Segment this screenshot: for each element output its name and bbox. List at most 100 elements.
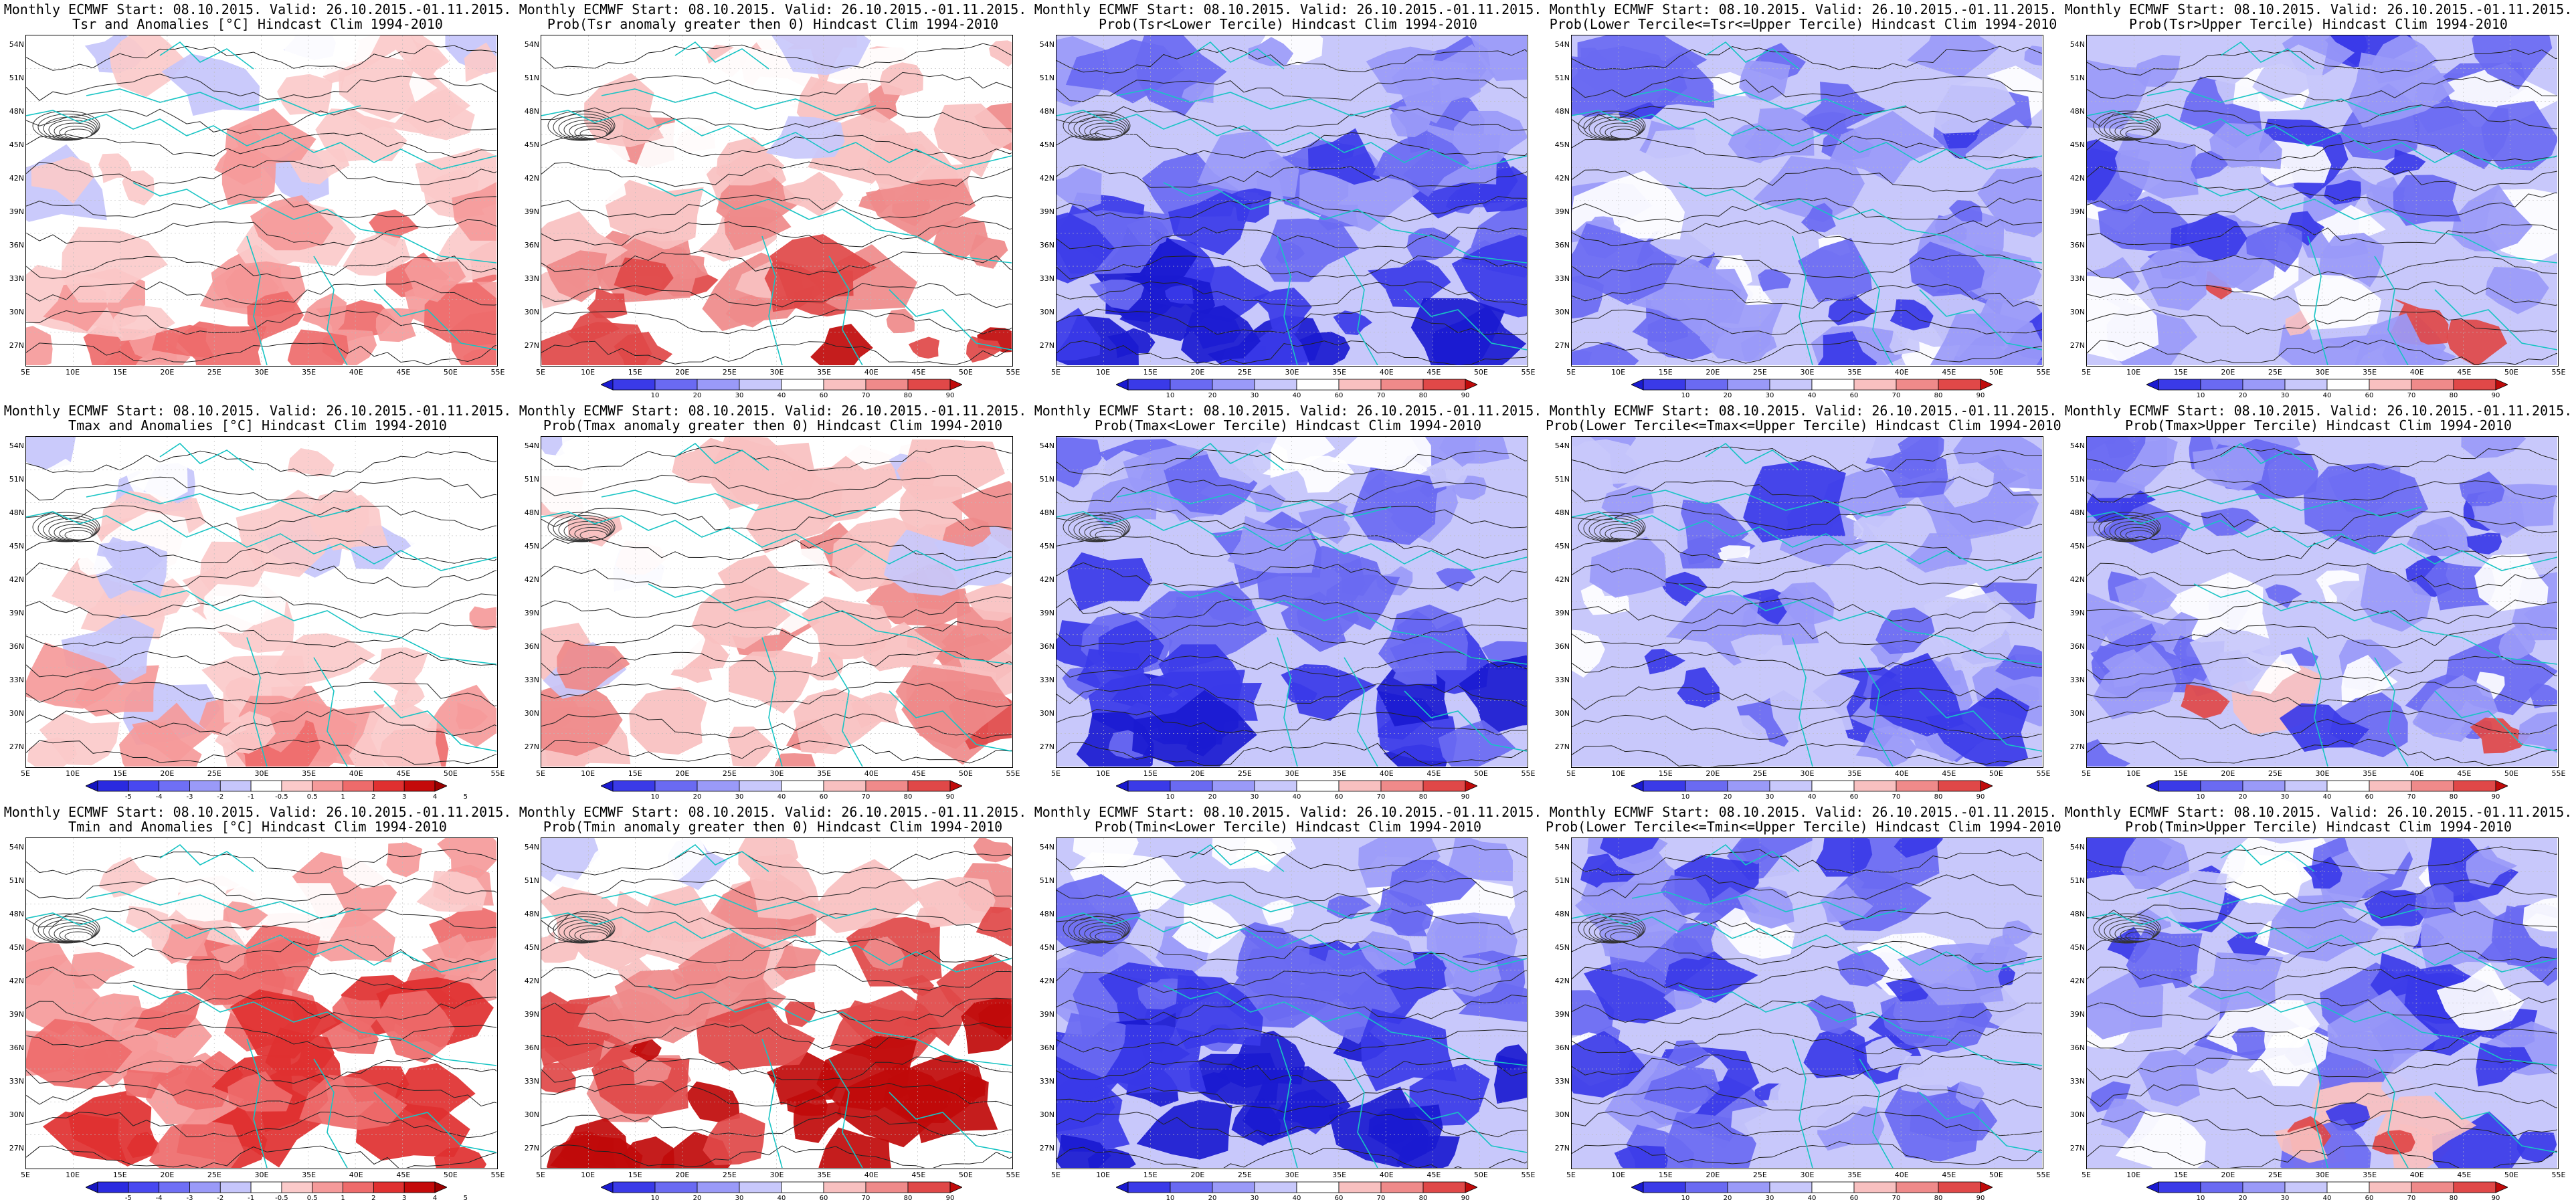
colorbar-label: 80 xyxy=(2449,392,2458,399)
colorbar: 10 20 30 40 60 70 80 90 xyxy=(2146,1181,2508,1203)
lon-tick-label: 5E xyxy=(1566,1171,1576,1179)
colorbar-label: 10 xyxy=(2196,392,2205,399)
lat-tick-label: 39N xyxy=(1554,609,1570,617)
colorbar-label: 60 xyxy=(2365,793,2374,801)
lat-tick-label: 54N xyxy=(9,40,24,49)
colorbar-label: 4 xyxy=(432,1195,438,1202)
lat-tick-label: 33N xyxy=(2069,1077,2085,1086)
lat-tick-label: 42N xyxy=(524,174,539,183)
lon-tick-label: 40E xyxy=(2409,368,2424,377)
colorbar-label: 2 xyxy=(371,1195,376,1202)
lon-tick-label: 40E xyxy=(1379,1171,1394,1179)
colorbar-label: 40 xyxy=(1807,392,1817,399)
colorbar-label: 60 xyxy=(1334,1195,1344,1202)
lat-tick-label: 30N xyxy=(524,709,539,718)
lat-tick-label: 39N xyxy=(1554,1010,1570,1019)
colorbar-label: 3 xyxy=(401,1195,407,1202)
lon-tick-label: 15E xyxy=(1658,368,1673,377)
colorbar: 10 20 30 40 60 70 80 90 xyxy=(1631,379,1993,400)
lat-tick-label: 27N xyxy=(2069,341,2085,350)
lat-tick-label: 51N xyxy=(1039,475,1054,484)
colorbar-label: 60 xyxy=(819,1195,828,1202)
colorbar-label: 80 xyxy=(1934,793,1943,801)
map-field-svg xyxy=(1056,437,1527,767)
colorbar-label: 30 xyxy=(735,392,744,399)
lat-tick-label: 54N xyxy=(2069,843,2085,851)
colorbar-label: 90 xyxy=(945,793,955,801)
lat-tick-label: 36N xyxy=(1554,241,1570,249)
colorbar-label: 70 xyxy=(861,1195,870,1202)
colorbar-label: 30 xyxy=(2280,1195,2290,1202)
lat-tick-label: 45N xyxy=(524,943,539,952)
lon-tick-label: 50E xyxy=(1473,769,1488,778)
lon-tick-label: 50E xyxy=(2504,368,2518,377)
panel-title-run: Monthly ECMWF Start: 08.10.2015. Valid: … xyxy=(2064,403,2573,419)
map-plot-area xyxy=(2086,837,2559,1169)
lon-tick-label: 30E xyxy=(254,368,269,377)
lat-tick-label: 48N xyxy=(1554,910,1570,918)
lat-tick-label: 45N xyxy=(1554,542,1570,550)
lon-tick-label: 40E xyxy=(864,769,879,778)
map-plot-area xyxy=(1056,837,1528,1169)
colorbar-label: -5 xyxy=(124,793,132,801)
lat-tick-label: 36N xyxy=(1039,642,1054,651)
map-panel: Monthly ECMWF Start: 08.10.2015. Valid: … xyxy=(515,803,1030,1204)
lat-tick-label: 30N xyxy=(1039,308,1054,316)
lat-tick-label: 36N xyxy=(9,241,24,249)
lon-tick-label: 45E xyxy=(1427,1171,1441,1179)
lat-tick-label: 36N xyxy=(524,642,539,651)
colorbar-label: 10 xyxy=(1166,392,1175,399)
map-panel: Monthly ECMWF Start: 08.10.2015. Valid: … xyxy=(2061,0,2576,401)
map-field-svg xyxy=(1572,35,2042,365)
lat-tick-label: 54N xyxy=(1039,843,1054,851)
lon-tick-label: 50E xyxy=(443,769,458,778)
lat-tick-label: 33N xyxy=(1554,1077,1570,1086)
colorbar-label: 20 xyxy=(1723,793,1732,801)
colorbar-label: 60 xyxy=(1334,392,1344,399)
lat-tick-label: 45N xyxy=(2069,542,2085,550)
colorbar-label: 80 xyxy=(903,1195,913,1202)
lon-tick-label: 10E xyxy=(1096,769,1111,778)
lat-tick-label: 54N xyxy=(524,843,539,851)
colorbar-label: 70 xyxy=(2407,793,2416,801)
lon-tick-label: 10E xyxy=(2126,1171,2141,1179)
map-panel: Monthly ECMWF Start: 08.10.2015. Valid: … xyxy=(1030,0,1546,401)
colorbar-label: 30 xyxy=(1250,1195,1259,1202)
map-plot-area xyxy=(1056,35,1528,367)
lon-tick-label: 15E xyxy=(628,1171,642,1179)
map-panel: Monthly ECMWF Start: 08.10.2015. Valid: … xyxy=(0,401,515,803)
colorbar-label: 10 xyxy=(1166,793,1175,801)
colorbar-label: 70 xyxy=(861,793,870,801)
lat-tick-label: 42N xyxy=(9,174,24,183)
lat-tick-label: 30N xyxy=(1039,709,1054,718)
panel-title-field: Prob(Lower Tercile<=Tmin<=Upper Tercile)… xyxy=(1546,819,2061,835)
lon-tick-label: 40E xyxy=(864,368,879,377)
lon-tick-label: 5E xyxy=(536,1171,545,1179)
lon-tick-label: 45E xyxy=(396,769,411,778)
lon-tick-label: 5E xyxy=(2082,368,2091,377)
colorbar-label: 70 xyxy=(2407,1195,2416,1202)
lat-tick-label: 36N xyxy=(2069,1043,2085,1052)
lon-tick-label: 20E xyxy=(675,1171,690,1179)
lat-tick-label: 39N xyxy=(524,207,539,216)
lat-tick-label: 33N xyxy=(2069,274,2085,283)
colorbar-label: -2 xyxy=(217,1195,224,1202)
lon-tick-label: 50E xyxy=(958,368,973,377)
colorbar: 10 20 30 40 60 70 80 90 xyxy=(1116,379,1477,400)
lon-tick-label: 55E xyxy=(490,368,505,377)
map-field-svg xyxy=(26,437,496,767)
lat-tick-label: 51N xyxy=(2069,876,2085,885)
lon-tick-label: 55E xyxy=(1521,769,1536,778)
lat-tick-label: 42N xyxy=(2069,575,2085,584)
lat-tick-label: 30N xyxy=(524,1110,539,1119)
lon-tick-label: 55E xyxy=(2036,368,2051,377)
colorbar-label: 40 xyxy=(1292,392,1301,399)
colorbar-label: 60 xyxy=(1849,793,1859,801)
lon-tick-label: 50E xyxy=(443,368,458,377)
colorbar-label: 60 xyxy=(2365,392,2374,399)
lon-tick-label: 55E xyxy=(2036,769,2051,778)
lat-tick-label: 45N xyxy=(9,140,24,149)
map-panel: Monthly ECMWF Start: 08.10.2015. Valid: … xyxy=(1030,803,1546,1204)
colorbar-label: 80 xyxy=(1418,392,1428,399)
colorbar: 10 20 30 40 60 70 80 90 xyxy=(1631,780,1993,801)
